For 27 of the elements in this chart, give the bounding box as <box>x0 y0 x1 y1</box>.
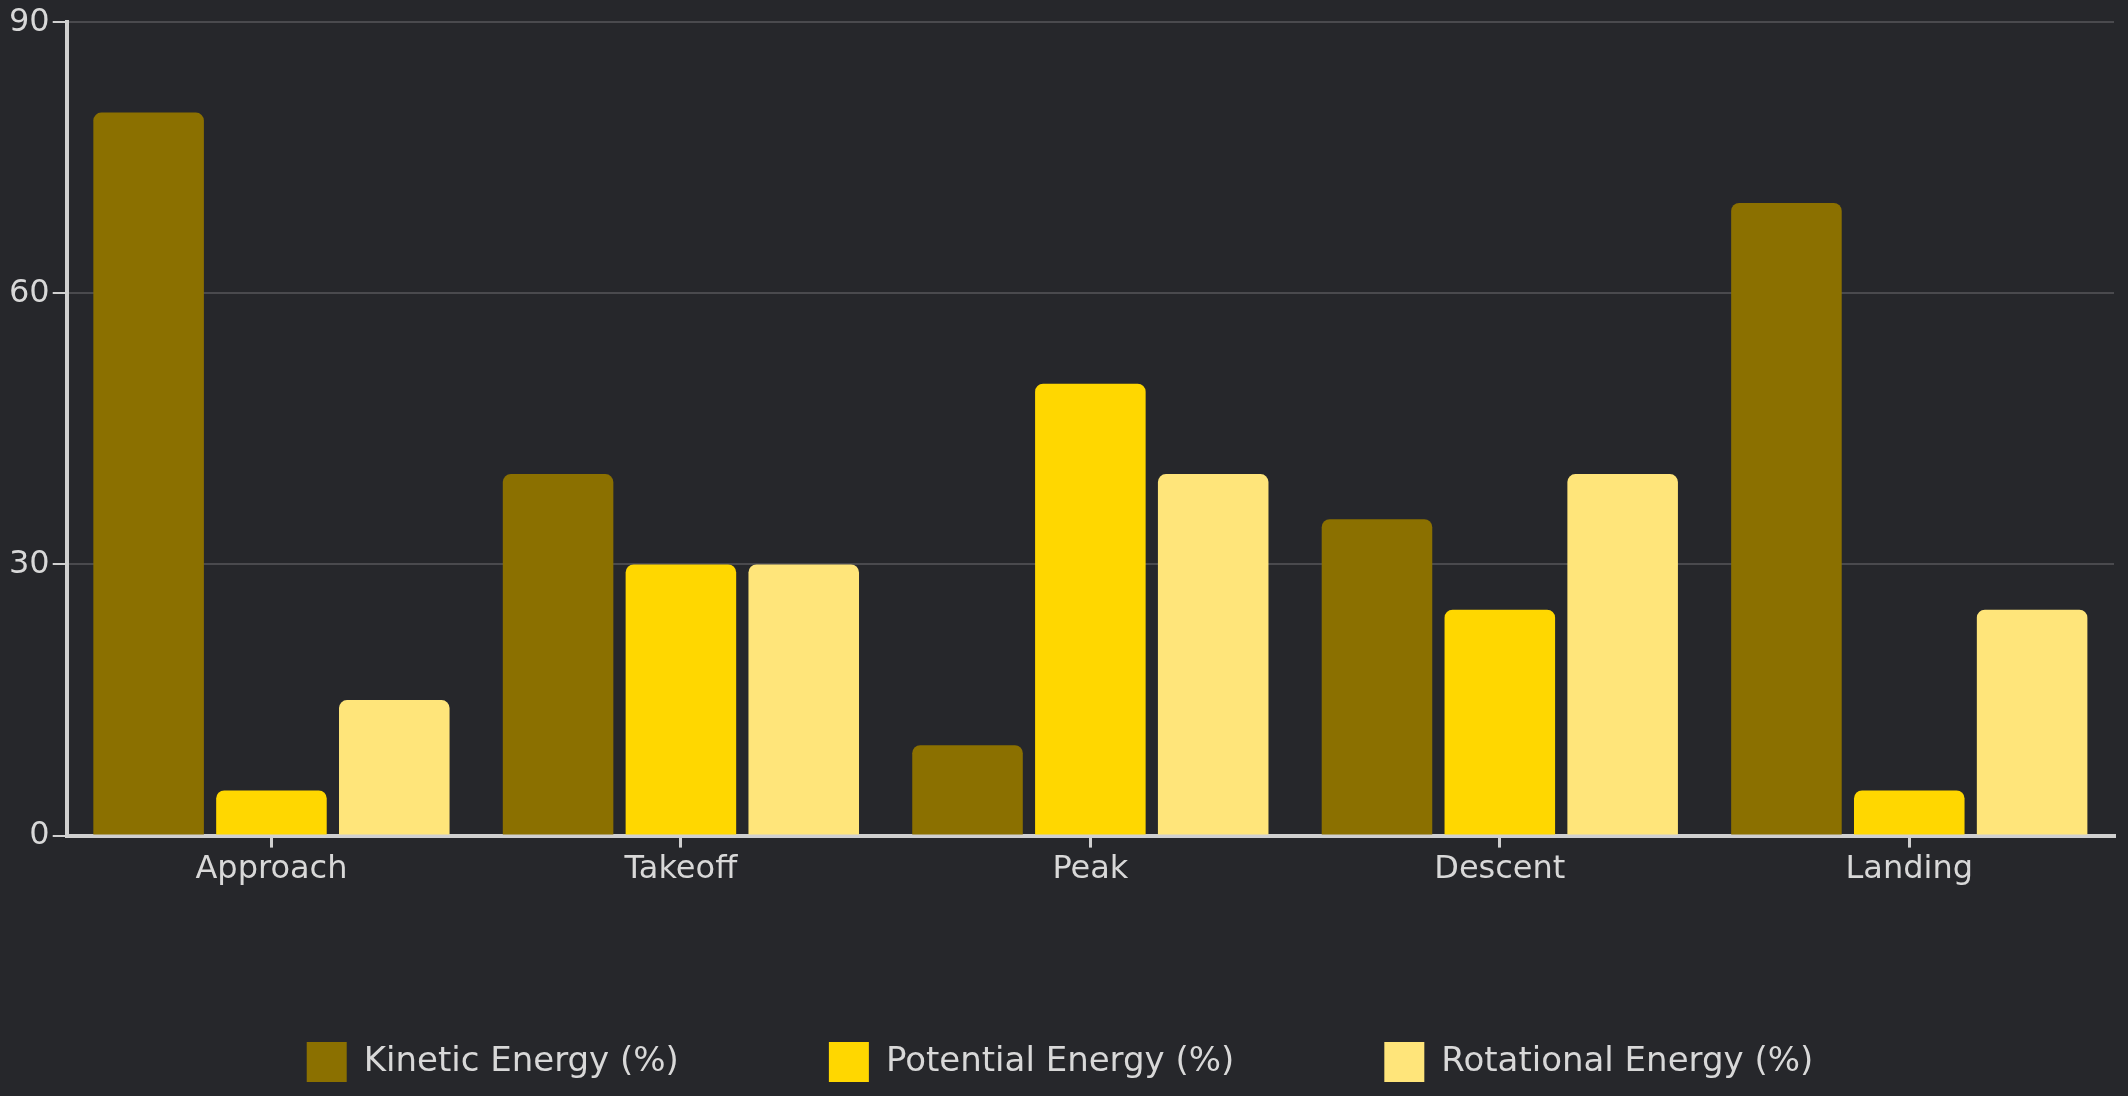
bar <box>748 564 860 835</box>
y-tick-label: 0 <box>29 813 50 852</box>
y-tick-label: 30 <box>9 542 50 581</box>
bar <box>339 700 450 835</box>
bar <box>1567 474 1678 835</box>
y-tick-label: 90 <box>9 0 50 39</box>
x-tick-label: Landing <box>1845 848 1974 887</box>
x-tick-label: Takeoff <box>623 848 739 887</box>
bar <box>1321 519 1433 835</box>
bar <box>216 790 327 835</box>
x-tick-label: Descent <box>1434 848 1566 887</box>
legend-label: Rotational Energy (%) <box>1441 1038 1814 1079</box>
bar <box>1976 609 2088 835</box>
bar <box>502 474 614 835</box>
bar <box>1731 202 1842 835</box>
bar <box>1157 474 1269 835</box>
bar <box>912 745 1023 835</box>
legend-label: Kinetic Energy (%) <box>363 1038 679 1079</box>
x-tick-label: Approach <box>195 848 348 887</box>
bar <box>1035 383 1146 835</box>
x-tick-label: Peak <box>1052 848 1129 887</box>
bar <box>1444 609 1556 835</box>
bar <box>1854 790 1965 835</box>
y-tick-label: 60 <box>9 271 50 310</box>
bar <box>93 112 204 835</box>
bar <box>625 564 737 835</box>
legend-label: Potential Energy (%) <box>885 1038 1235 1079</box>
